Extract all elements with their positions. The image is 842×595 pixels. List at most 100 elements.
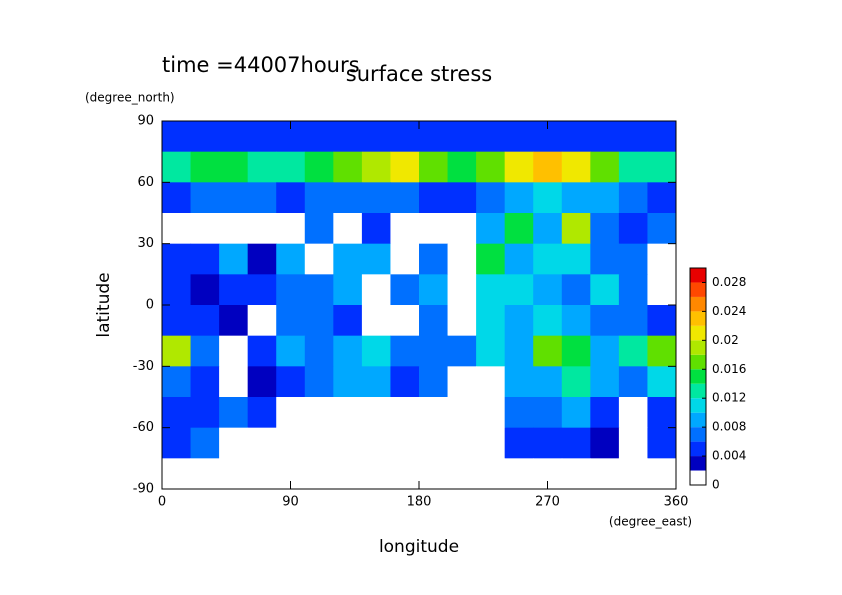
colorbar-segment xyxy=(690,383,706,399)
cell xyxy=(504,182,534,214)
colorbar-segment xyxy=(690,282,706,297)
cell xyxy=(419,182,449,214)
x-tick-label: 360 xyxy=(664,495,689,510)
cell xyxy=(190,458,220,490)
cell xyxy=(590,427,620,459)
cell xyxy=(476,458,506,490)
cell xyxy=(247,458,277,490)
cell xyxy=(361,366,391,398)
cell xyxy=(247,151,277,183)
cell xyxy=(533,427,563,459)
cell xyxy=(504,305,534,337)
y-tick-label: -90 xyxy=(133,482,154,497)
cell xyxy=(333,427,363,459)
cell xyxy=(219,151,249,183)
cell xyxy=(361,121,391,153)
cell xyxy=(590,274,620,306)
cell xyxy=(390,151,420,183)
colorbar-tick-label: 0.02 xyxy=(712,333,739,347)
cell xyxy=(304,397,334,429)
cell xyxy=(361,182,391,214)
cell xyxy=(219,427,249,459)
cell xyxy=(333,243,363,275)
cell xyxy=(590,335,620,367)
cell xyxy=(162,213,192,245)
cell xyxy=(561,213,591,245)
cell xyxy=(247,335,277,367)
colorbar-segment xyxy=(690,441,706,457)
cell xyxy=(618,151,648,183)
cell xyxy=(190,182,220,214)
x-axis-label: longitude xyxy=(379,537,459,557)
cell xyxy=(447,151,477,183)
cell xyxy=(419,366,449,398)
cell xyxy=(561,305,591,337)
cell xyxy=(190,274,220,306)
cell xyxy=(361,305,391,337)
cell xyxy=(419,213,449,245)
cell xyxy=(476,427,506,459)
cell xyxy=(247,121,277,153)
cell xyxy=(647,427,677,459)
cell xyxy=(533,335,563,367)
colorbar-tick-label: 0.016 xyxy=(712,362,746,376)
cell xyxy=(390,305,420,337)
cell xyxy=(590,305,620,337)
cell xyxy=(276,182,306,214)
cell xyxy=(590,366,620,398)
cell xyxy=(419,243,449,275)
colorbar-segment xyxy=(690,311,706,326)
cell xyxy=(276,274,306,306)
cell xyxy=(162,335,192,367)
cell xyxy=(618,274,648,306)
cell xyxy=(219,366,249,398)
cell xyxy=(476,182,506,214)
cell xyxy=(419,397,449,429)
cell xyxy=(476,121,506,153)
y-tick-label: -60 xyxy=(133,420,154,435)
cell xyxy=(590,243,620,275)
cell xyxy=(533,182,563,214)
cell xyxy=(447,182,477,214)
y-unit: (degree_north) xyxy=(85,91,175,105)
y-tick-label: -30 xyxy=(133,359,154,374)
cell xyxy=(304,305,334,337)
cell xyxy=(504,458,534,490)
y-axis-label: latitude xyxy=(94,272,114,337)
cell xyxy=(533,243,563,275)
cell xyxy=(304,121,334,153)
cell xyxy=(190,427,220,459)
cell xyxy=(361,458,391,490)
colorbar-segment xyxy=(690,427,706,442)
cell xyxy=(361,397,391,429)
cell xyxy=(190,151,220,183)
cell xyxy=(561,243,591,275)
cell xyxy=(504,366,534,398)
cell xyxy=(419,121,449,153)
cell xyxy=(247,427,277,459)
cell xyxy=(447,274,477,306)
cell xyxy=(419,151,449,183)
cell xyxy=(333,366,363,398)
cell xyxy=(333,397,363,429)
cell xyxy=(390,182,420,214)
cell xyxy=(618,121,648,153)
cell xyxy=(447,366,477,398)
cell xyxy=(247,366,277,398)
cell xyxy=(590,121,620,153)
colorbar-tick-label: 0.012 xyxy=(712,391,746,405)
cell xyxy=(533,151,563,183)
cell xyxy=(162,151,192,183)
y-tick-label: 60 xyxy=(137,175,154,190)
x-unit: (degree_east) xyxy=(609,515,692,529)
chart-subtitle: time =44007hours xyxy=(162,53,360,77)
cell xyxy=(590,458,620,490)
cell xyxy=(476,151,506,183)
cell xyxy=(447,305,477,337)
cell xyxy=(390,243,420,275)
colorbar-frame xyxy=(689,267,707,486)
x-tick-label: 90 xyxy=(282,495,299,510)
cell xyxy=(504,274,534,306)
cell xyxy=(247,397,277,429)
